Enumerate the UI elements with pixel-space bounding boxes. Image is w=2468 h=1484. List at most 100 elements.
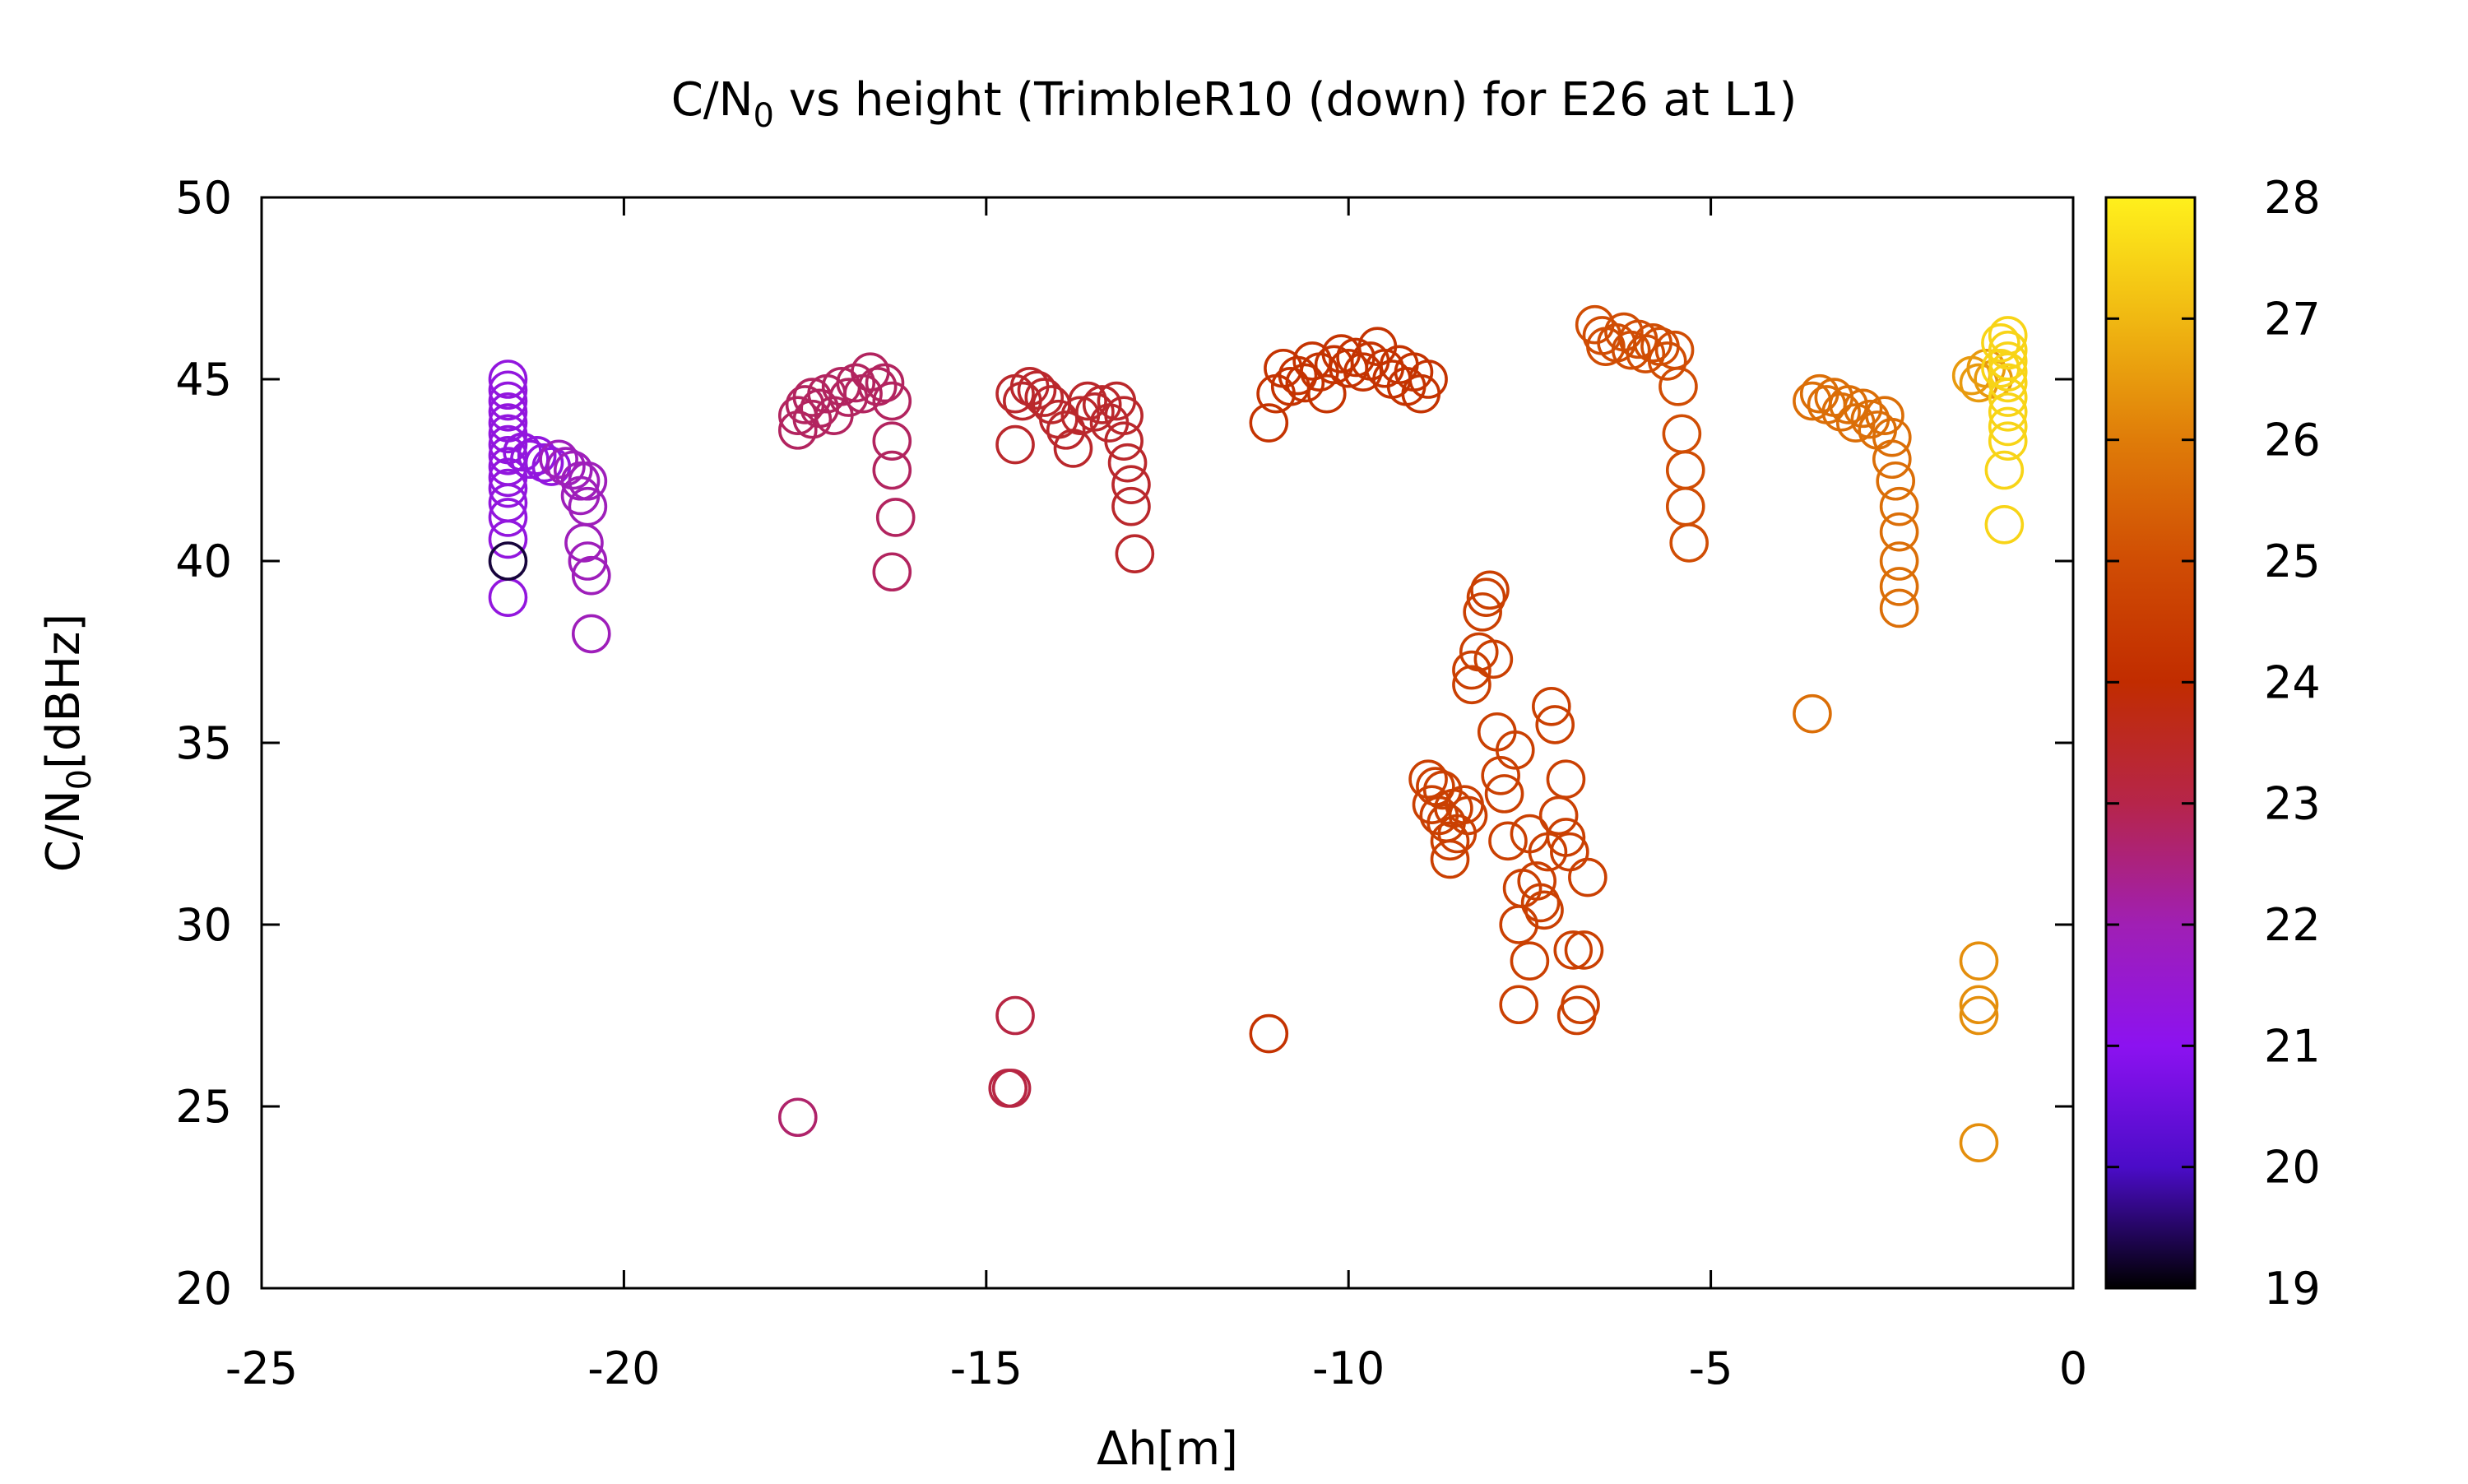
y-label-main: C/N — [37, 790, 90, 872]
data-point — [568, 486, 608, 526]
data-point — [1647, 341, 1687, 381]
data-point — [1568, 857, 1607, 897]
data-point — [1546, 818, 1586, 857]
data-point — [1481, 755, 1520, 795]
data-point — [872, 552, 912, 592]
data-point — [1111, 465, 1151, 504]
data-point — [1517, 861, 1557, 901]
data-point — [1959, 1123, 1999, 1162]
data-point — [568, 541, 608, 581]
y-label-subscript: 0 — [61, 769, 99, 790]
colorbar-tick-label: 20 — [2264, 1142, 2321, 1194]
data-point — [1408, 359, 1448, 399]
data-point — [1546, 759, 1586, 800]
data-point — [865, 363, 905, 403]
y-tick-label: 20 — [175, 1263, 232, 1315]
data-point — [1249, 1013, 1289, 1054]
title-rest: vs height (TrimbleR10 (down) for E26 at … — [774, 73, 1797, 127]
x-tick-label: -15 — [950, 1343, 1023, 1394]
x-tick-label: 0 — [2059, 1343, 2087, 1394]
data-point — [1524, 890, 1564, 930]
y-tick-label: 50 — [175, 172, 232, 224]
data-point — [1879, 541, 1919, 581]
data-point — [1984, 504, 2025, 545]
colorbar-tick-label: 28 — [2264, 172, 2321, 224]
data-point — [777, 1097, 818, 1138]
x-tick-label: -20 — [587, 1343, 660, 1394]
data-point — [1865, 396, 1904, 436]
colorbar-tick-label: 26 — [2264, 415, 2321, 466]
data-point — [1829, 385, 1868, 424]
data-point — [488, 370, 528, 410]
data-point — [1082, 385, 1122, 424]
data-point — [1843, 388, 1883, 429]
data-point — [539, 439, 578, 480]
data-point — [1662, 414, 1702, 454]
data-point — [1561, 985, 1600, 1025]
data-point — [1981, 322, 2020, 363]
data-point — [1053, 429, 1093, 468]
data-point — [1988, 330, 2028, 370]
data-point — [777, 410, 818, 450]
data-point — [872, 381, 912, 421]
data-point — [1988, 392, 2028, 432]
data-point — [488, 498, 528, 537]
data-point — [488, 541, 528, 581]
data-point — [1872, 417, 1912, 457]
data-point — [1872, 439, 1912, 480]
y-tick-label: 45 — [175, 354, 232, 406]
data-point — [1793, 693, 1832, 734]
data-point — [872, 450, 912, 490]
data-point — [1430, 839, 1470, 879]
data-point — [995, 424, 1035, 465]
data-point — [1981, 348, 2020, 388]
data-point — [1564, 930, 1604, 970]
data-point — [1556, 995, 1597, 1036]
data-point — [1401, 373, 1441, 414]
data-point — [1075, 392, 1115, 432]
data-point — [1959, 941, 1999, 981]
data-point — [1448, 795, 1488, 836]
x-axis-label: Δh[m] — [1097, 1422, 1238, 1476]
data-point — [1306, 373, 1347, 414]
data-point — [488, 577, 528, 618]
colorbar-tick-label: 23 — [2264, 778, 2321, 830]
data-point — [564, 523, 604, 563]
data-point — [1658, 367, 1698, 406]
plot-area — [260, 196, 2075, 1290]
data-point — [488, 392, 528, 432]
data-point — [1024, 378, 1065, 417]
data-point — [1278, 355, 1318, 396]
data-point — [1879, 486, 1919, 526]
data-point — [1484, 774, 1524, 814]
colorbar-tick-label: 24 — [2264, 656, 2321, 708]
colorbar — [2104, 196, 2197, 1290]
data-point — [1470, 570, 1510, 610]
data-point — [1984, 450, 2025, 490]
data-point — [1669, 523, 1709, 563]
data-point — [1473, 639, 1514, 679]
data-point — [1463, 592, 1502, 632]
data-point — [488, 381, 528, 421]
data-point — [1510, 941, 1550, 981]
colorbar-ticks: 19 20 21 22 23 24 25 26 27 28 — [2106, 172, 2321, 1315]
data-point — [571, 614, 611, 654]
data-point — [1988, 352, 2028, 392]
data-point — [517, 436, 557, 475]
data-point — [1017, 370, 1057, 410]
data-point — [553, 450, 593, 490]
data-point — [1988, 378, 2028, 417]
markers-layer — [488, 304, 2028, 1162]
data-point — [1488, 821, 1528, 861]
data-point — [571, 555, 611, 596]
data-point — [1665, 486, 1705, 526]
data-point — [1249, 403, 1289, 443]
data-point — [1879, 567, 1919, 606]
data-point — [488, 519, 528, 559]
colorbar-tick-label: 25 — [2264, 536, 2321, 587]
data-point — [1046, 410, 1086, 450]
data-point — [1665, 450, 1705, 490]
data-point — [1959, 985, 1999, 1025]
